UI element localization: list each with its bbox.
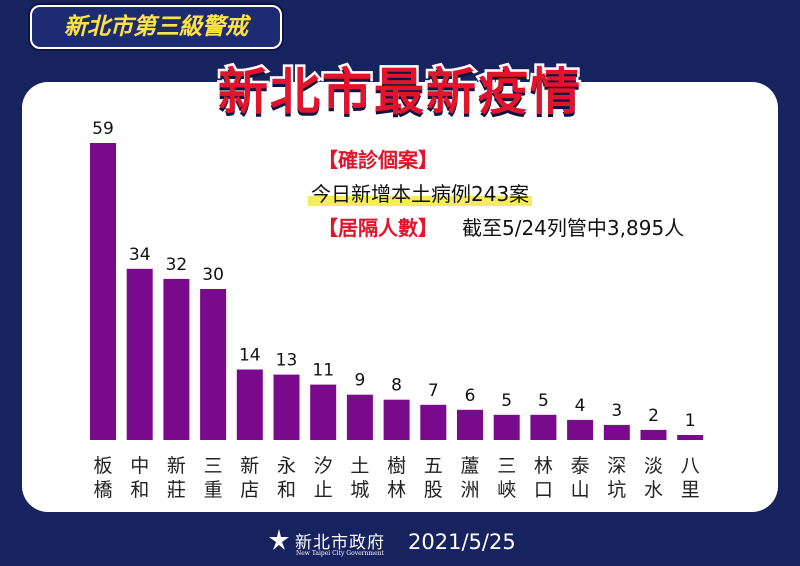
category-label-三重-0: 三 bbox=[204, 455, 223, 477]
bar-八里 bbox=[677, 435, 704, 440]
date-label: 2021/5/25 bbox=[408, 530, 516, 554]
bar-三峽 bbox=[493, 414, 520, 440]
category-label-淡水-1: 水 bbox=[644, 479, 663, 501]
category-label-中和-0: 中 bbox=[130, 455, 149, 477]
category-label-新莊-1: 莊 bbox=[167, 479, 186, 501]
bar-樹林 bbox=[383, 399, 410, 440]
category-label-蘆洲-1: 洲 bbox=[460, 479, 479, 501]
category-label-深坑-1: 坑 bbox=[607, 479, 626, 501]
bar-中和 bbox=[126, 268, 153, 440]
value-label-林口: 5 bbox=[538, 391, 549, 411]
category-label-新莊-0: 新 bbox=[167, 455, 186, 477]
value-label-土城: 9 bbox=[354, 371, 365, 391]
new-taipei-logo-icon bbox=[269, 529, 289, 550]
value-label-八里: 1 bbox=[685, 411, 696, 431]
category-label-深坑-0: 深 bbox=[607, 455, 626, 477]
category-label-板橋-1: 橋 bbox=[93, 479, 112, 501]
bar-板橋 bbox=[90, 143, 116, 440]
category-label-林口-1: 口 bbox=[534, 479, 553, 501]
category-label-土城-0: 土 bbox=[350, 455, 369, 477]
case-text-wrap: 今日新增本土病例243案 bbox=[308, 178, 533, 207]
value-label-三重: 30 bbox=[202, 265, 224, 285]
category-label-五股-1: 股 bbox=[424, 479, 443, 501]
value-label-樹林: 8 bbox=[391, 376, 402, 396]
category-label-三峽-1: 峽 bbox=[497, 479, 516, 501]
category-label-泰山-0: 泰 bbox=[571, 455, 590, 477]
bar-三重 bbox=[200, 289, 227, 440]
category-label-八里-0: 八 bbox=[681, 455, 700, 477]
category-label-土城-1: 城 bbox=[350, 479, 369, 501]
category-label-新店-0: 新 bbox=[240, 455, 259, 477]
alert-level-badge: 新北市第三級警戒 bbox=[30, 5, 282, 49]
page-title: 新北市最新疫情 bbox=[216, 61, 583, 124]
logo-text: 新北市政府 bbox=[295, 533, 385, 553]
category-label-樹林-1: 林 bbox=[387, 479, 406, 501]
case-header: 【確診個案】 bbox=[318, 148, 438, 172]
bar-蘆洲 bbox=[457, 409, 483, 440]
category-label-淡水-0: 淡 bbox=[644, 455, 663, 477]
value-label-新莊: 32 bbox=[166, 255, 188, 275]
footer: 新北市政府 New Taipei City Government 2021/5/… bbox=[0, 528, 800, 558]
bar-泰山 bbox=[567, 419, 594, 440]
category-label-汐止-1: 止 bbox=[314, 479, 333, 501]
quarantine-text: 截至5/24列管中3,895人 bbox=[462, 216, 685, 240]
bar-永和 bbox=[273, 374, 300, 440]
value-label-三峽: 5 bbox=[501, 391, 512, 411]
value-label-泰山: 4 bbox=[575, 396, 586, 416]
category-label-永和-0: 永 bbox=[277, 455, 296, 477]
case-text: 今日新增本土病例243案 bbox=[308, 182, 533, 206]
bar-林口 bbox=[530, 414, 557, 440]
bar-深坑 bbox=[603, 424, 630, 440]
value-label-板橋: 59 bbox=[92, 119, 114, 139]
bar-新店 bbox=[236, 369, 263, 440]
value-label-中和: 34 bbox=[129, 245, 151, 265]
quarantine-header: 【居隔人數】 bbox=[318, 216, 438, 240]
category-label-三重-1: 重 bbox=[204, 479, 223, 501]
bar-五股 bbox=[420, 404, 447, 440]
logo-subtext: New Taipei City Government bbox=[296, 550, 384, 557]
category-label-樹林-0: 樹 bbox=[387, 455, 406, 477]
bar-新莊 bbox=[163, 278, 190, 440]
value-label-汐止: 11 bbox=[312, 361, 334, 381]
category-label-中和-1: 和 bbox=[130, 479, 149, 501]
category-label-永和-1: 和 bbox=[277, 479, 296, 501]
value-label-淡水: 2 bbox=[648, 406, 659, 426]
category-label-汐止-0: 汐 bbox=[314, 455, 333, 477]
category-label-五股-0: 五 bbox=[424, 455, 443, 477]
value-label-深坑: 3 bbox=[611, 401, 622, 421]
category-label-三峽-0: 三 bbox=[497, 455, 516, 477]
category-label-泰山-1: 山 bbox=[571, 479, 590, 501]
category-label-新店-1: 店 bbox=[240, 479, 259, 501]
category-label-蘆洲-0: 蘆 bbox=[460, 455, 479, 477]
bar-汐止 bbox=[310, 384, 337, 440]
category-label-林口-0: 林 bbox=[534, 455, 553, 477]
value-label-蘆洲: 6 bbox=[465, 386, 476, 406]
value-label-永和: 13 bbox=[276, 351, 298, 371]
value-label-五股: 7 bbox=[428, 381, 439, 401]
value-label-新店: 14 bbox=[239, 346, 261, 366]
category-label-八里-1: 里 bbox=[681, 479, 700, 501]
bar-土城 bbox=[346, 394, 373, 440]
bar-淡水 bbox=[640, 429, 667, 440]
category-label-板橋-0: 板 bbox=[93, 455, 112, 477]
